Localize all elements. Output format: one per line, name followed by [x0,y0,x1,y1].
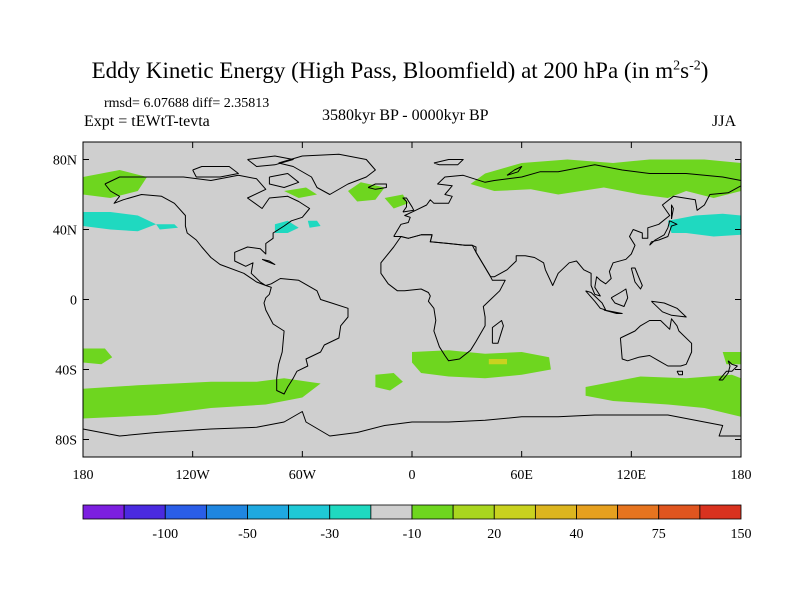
colorbar: -100 -50 -30 -10 20 40 75 150 [82,504,752,542]
lon-tick-label: 60E [510,468,533,483]
anomaly-region-positive [83,348,113,365]
colorbar-swatch [205,504,248,520]
title-sup2: -2 [689,58,701,74]
anomaly-region-positive [375,373,403,391]
colorbar-label: -10 [403,527,422,542]
coastline-path [263,278,349,395]
colorbar-label: 75 [652,527,666,542]
title-sup1: 2 [673,58,681,74]
coastline-path [506,166,523,176]
lon-tick-label: 0 [409,468,416,483]
coastline-path [676,370,683,376]
lon-tick-label: 120E [617,468,647,483]
colorbar-swatch [493,504,536,520]
lat-tick-label: 80N [53,154,77,169]
lat-tick-label: 40S [55,364,77,379]
stats-label: rmsd= 6.07688 diff= 2.35813 [104,96,270,111]
colorbar-swatch [534,504,577,520]
anomaly-regions [83,159,741,419]
title-close: ) [700,58,709,83]
title-main: Eddy Kinetic Energy (High Pass, Bloomfie… [91,58,674,83]
anomaly-region-negative [667,213,741,237]
colorbar-swatch [370,504,413,520]
axis-ticks: 180 120W 60W 0 60E 120E 180 80N 40N 0 40S 80S [53,142,752,483]
period-label: 3580kyr BP - 0000kyr BP [322,107,489,124]
anomaly-region-positive [722,352,741,365]
colorbar-swatch [288,504,331,520]
coastline-path [278,153,376,195]
anomaly-region-positive [470,159,741,198]
anomaly-region-positive [284,187,317,198]
coastline-path [718,360,738,381]
colorbar-swatch [247,504,290,520]
coastline-path [610,288,629,307]
anomaly-region-negative [307,220,321,228]
anomaly-region-positive [348,182,385,202]
colorbar-swatch [123,504,166,520]
coastline-path [649,220,678,246]
lat-tick-label: 0 [70,294,77,309]
colorbar-swatch [329,504,372,520]
map-title: Eddy Kinetic Energy (High Pass, Bloomfie… [0,58,800,84]
colorbar-swatch [82,504,125,520]
anomaly-region-negative [156,224,178,230]
coastline-path [491,320,504,344]
title-mid: s [680,58,690,83]
colorbar-label: 150 [731,527,752,542]
colorbar-swatch [699,504,742,520]
coastline-path [261,258,276,265]
colorbar-label: -100 [152,527,178,542]
lon-tick-label: 180 [731,468,752,483]
coastline-path [393,164,742,297]
lon-tick-label: 120W [176,468,211,483]
experiment-label: Expt = tEWtT-tevta [84,113,210,130]
season-label: JJA [712,113,737,130]
anomaly-region-negative [83,212,157,232]
colorbar-swatch [576,504,619,520]
anomaly-region-positive [384,194,409,209]
coastline-path [619,318,693,367]
lon-tick-label: 180 [73,468,94,483]
coastline-path [82,411,741,437]
coastline-path [367,183,387,190]
colorbar-label: -50 [238,527,257,542]
anomaly-region-negative [280,227,288,233]
lon-tick-label: 60W [289,468,317,483]
colorbar-swatch [411,504,454,520]
coastline-path [104,174,311,286]
coastline-path [380,234,506,362]
colorbar-swatch [452,504,495,520]
coastline-path [603,309,623,314]
coastline-path [433,159,464,166]
coastline-path [247,155,294,167]
coastline-path [192,166,239,178]
colorbar-label: -30 [320,527,339,542]
coastline-path [630,267,643,290]
lat-tick-label: 80S [55,434,77,449]
anomaly-region-positive [83,378,321,419]
lat-tick-label: 40N [53,224,77,239]
anomaly-region-strong_positive [488,359,507,365]
anomaly-region-positive [585,374,741,417]
coastline-path [671,204,674,220]
colorbar-label: 40 [570,527,584,542]
colorbar-swatch [617,504,660,520]
coastline-path [402,197,415,213]
coastlines [82,153,742,437]
coastline-path [651,300,687,318]
colorbar-swatch [658,504,701,520]
coastline-path [268,173,300,188]
colorbar-label: 20 [487,527,501,542]
colorbar-swatch [164,504,207,520]
